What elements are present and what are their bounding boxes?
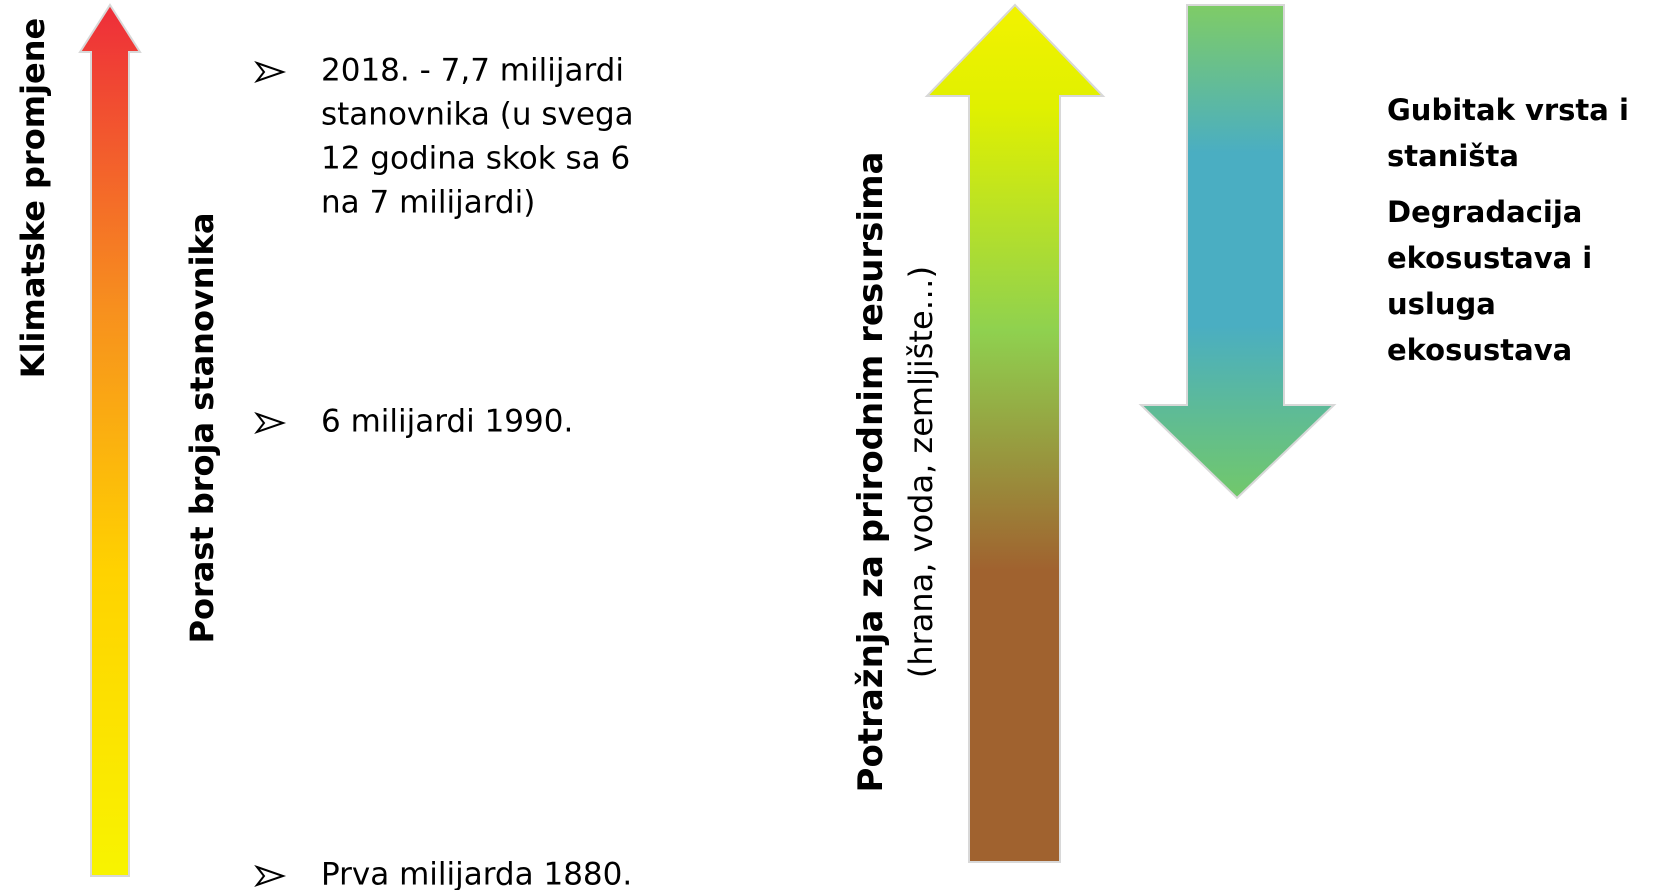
demand-arrow: [924, 3, 1106, 863]
bullet: [254, 864, 287, 888]
bullet-text: stanovnika (u svega: [321, 97, 634, 133]
demand-subtitle: (hrana, voda, zemljište…): [902, 266, 940, 678]
loss-text: Degradacija: [1387, 195, 1582, 229]
loss-text: Gubitak vrsta i: [1387, 93, 1629, 127]
population-label: Porast broja stanovnika: [183, 213, 221, 644]
loss-text: ekosustava i: [1387, 241, 1592, 275]
bullet-text: 12 godina skok sa 6: [321, 141, 630, 177]
loss-arrow: [1138, 4, 1337, 500]
bullet-text: Prva milijarda 1880.: [321, 857, 632, 891]
bullet: [254, 60, 287, 84]
loss-text: staništa: [1387, 139, 1519, 173]
bullet-text: 6 milijardi 1990.: [321, 404, 573, 440]
demand-title: Potražnja za prirodnim resursima: [851, 152, 891, 793]
loss-text: usluga: [1387, 287, 1496, 321]
loss-text: ekosustava: [1387, 333, 1572, 367]
climate-arrow: [78, 3, 142, 877]
bullet-text: na 7 milijardi): [321, 185, 535, 221]
climate-label: Klimatske promjene: [14, 18, 52, 378]
bullet-text: 2018. - 7,7 milijardi: [321, 53, 624, 89]
bullet: [254, 411, 287, 435]
